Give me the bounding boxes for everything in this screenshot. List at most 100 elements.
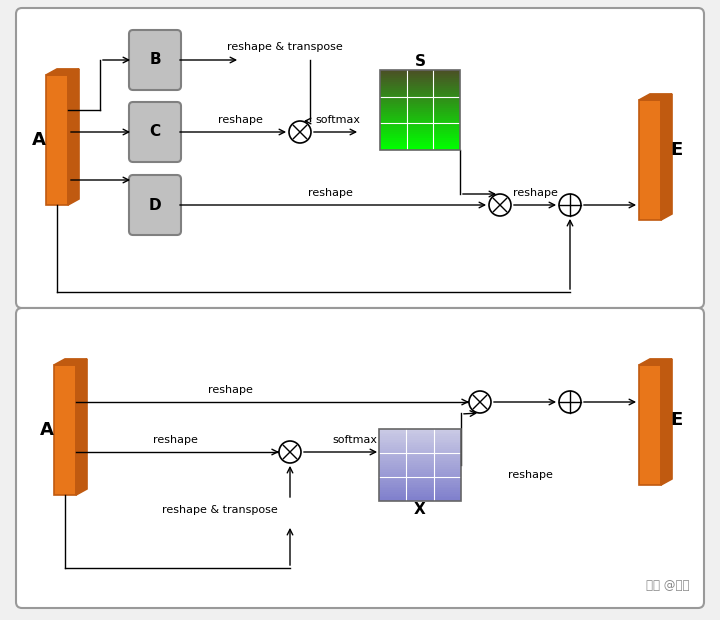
FancyBboxPatch shape <box>129 102 181 162</box>
Polygon shape <box>380 100 460 102</box>
Polygon shape <box>379 461 461 463</box>
Polygon shape <box>380 82 460 84</box>
Circle shape <box>559 194 581 216</box>
Polygon shape <box>380 90 460 92</box>
Polygon shape <box>380 118 460 120</box>
Polygon shape <box>379 459 461 461</box>
Polygon shape <box>380 122 460 124</box>
Polygon shape <box>380 110 460 112</box>
Text: E: E <box>670 411 682 429</box>
FancyBboxPatch shape <box>129 175 181 235</box>
Polygon shape <box>379 490 461 492</box>
Polygon shape <box>379 431 461 433</box>
Text: A: A <box>32 131 46 149</box>
Polygon shape <box>380 120 460 122</box>
Text: reshape & transpose: reshape & transpose <box>162 505 278 515</box>
Polygon shape <box>379 485 461 487</box>
Polygon shape <box>54 365 76 495</box>
Polygon shape <box>380 140 460 142</box>
Text: reshape: reshape <box>207 385 253 395</box>
Polygon shape <box>46 75 68 205</box>
Polygon shape <box>379 483 461 485</box>
Polygon shape <box>380 74 460 76</box>
Polygon shape <box>379 472 461 474</box>
Polygon shape <box>379 440 461 441</box>
Polygon shape <box>380 102 460 104</box>
FancyBboxPatch shape <box>16 8 704 308</box>
Polygon shape <box>46 69 79 75</box>
Circle shape <box>489 194 511 216</box>
Polygon shape <box>380 76 460 78</box>
Polygon shape <box>379 481 461 483</box>
Text: A: A <box>40 421 54 439</box>
Polygon shape <box>379 447 461 449</box>
Polygon shape <box>379 454 461 456</box>
Polygon shape <box>661 94 672 220</box>
Polygon shape <box>380 134 460 136</box>
Polygon shape <box>380 128 460 130</box>
Text: softmax: softmax <box>333 435 377 445</box>
Polygon shape <box>68 69 79 205</box>
Text: reshape: reshape <box>508 470 552 480</box>
Polygon shape <box>379 453 461 454</box>
Polygon shape <box>380 88 460 90</box>
Circle shape <box>559 391 581 413</box>
Polygon shape <box>380 130 460 132</box>
Polygon shape <box>379 479 461 481</box>
Polygon shape <box>380 84 460 86</box>
Text: softmax: softmax <box>315 115 361 125</box>
Text: reshape: reshape <box>307 188 352 198</box>
Polygon shape <box>379 465 461 467</box>
Polygon shape <box>380 132 460 134</box>
Polygon shape <box>379 443 461 445</box>
Polygon shape <box>639 100 661 220</box>
Text: B: B <box>149 53 161 68</box>
Text: E: E <box>670 141 682 159</box>
Polygon shape <box>379 438 461 440</box>
Polygon shape <box>379 477 461 479</box>
Polygon shape <box>639 94 672 100</box>
Polygon shape <box>379 492 461 494</box>
Polygon shape <box>380 112 460 114</box>
Polygon shape <box>380 104 460 106</box>
Polygon shape <box>380 96 460 98</box>
Polygon shape <box>379 435 461 436</box>
Polygon shape <box>379 474 461 476</box>
Polygon shape <box>380 148 460 150</box>
Polygon shape <box>380 144 460 146</box>
Polygon shape <box>379 441 461 443</box>
Polygon shape <box>380 138 460 140</box>
Polygon shape <box>380 98 460 100</box>
Polygon shape <box>380 142 460 144</box>
Polygon shape <box>379 458 461 459</box>
FancyBboxPatch shape <box>16 308 704 608</box>
Polygon shape <box>379 489 461 490</box>
FancyBboxPatch shape <box>129 30 181 90</box>
Polygon shape <box>379 451 461 453</box>
Polygon shape <box>379 499 461 501</box>
Polygon shape <box>76 359 87 495</box>
Text: S: S <box>415 55 426 69</box>
Polygon shape <box>380 108 460 110</box>
Polygon shape <box>380 92 460 94</box>
Circle shape <box>289 121 311 143</box>
Polygon shape <box>379 449 461 451</box>
Polygon shape <box>379 456 461 458</box>
Polygon shape <box>379 487 461 489</box>
Polygon shape <box>380 80 460 82</box>
Polygon shape <box>380 72 460 74</box>
Polygon shape <box>639 359 672 365</box>
Polygon shape <box>54 359 87 365</box>
Polygon shape <box>661 359 672 485</box>
Polygon shape <box>379 469 461 471</box>
Text: 知乎 @黄浴: 知乎 @黄浴 <box>647 579 690 592</box>
Polygon shape <box>379 463 461 465</box>
Text: reshape: reshape <box>513 188 557 198</box>
Polygon shape <box>379 494 461 495</box>
Polygon shape <box>380 86 460 88</box>
Circle shape <box>279 441 301 463</box>
Polygon shape <box>380 106 460 108</box>
Polygon shape <box>379 445 461 447</box>
Polygon shape <box>379 433 461 435</box>
Polygon shape <box>380 94 460 96</box>
